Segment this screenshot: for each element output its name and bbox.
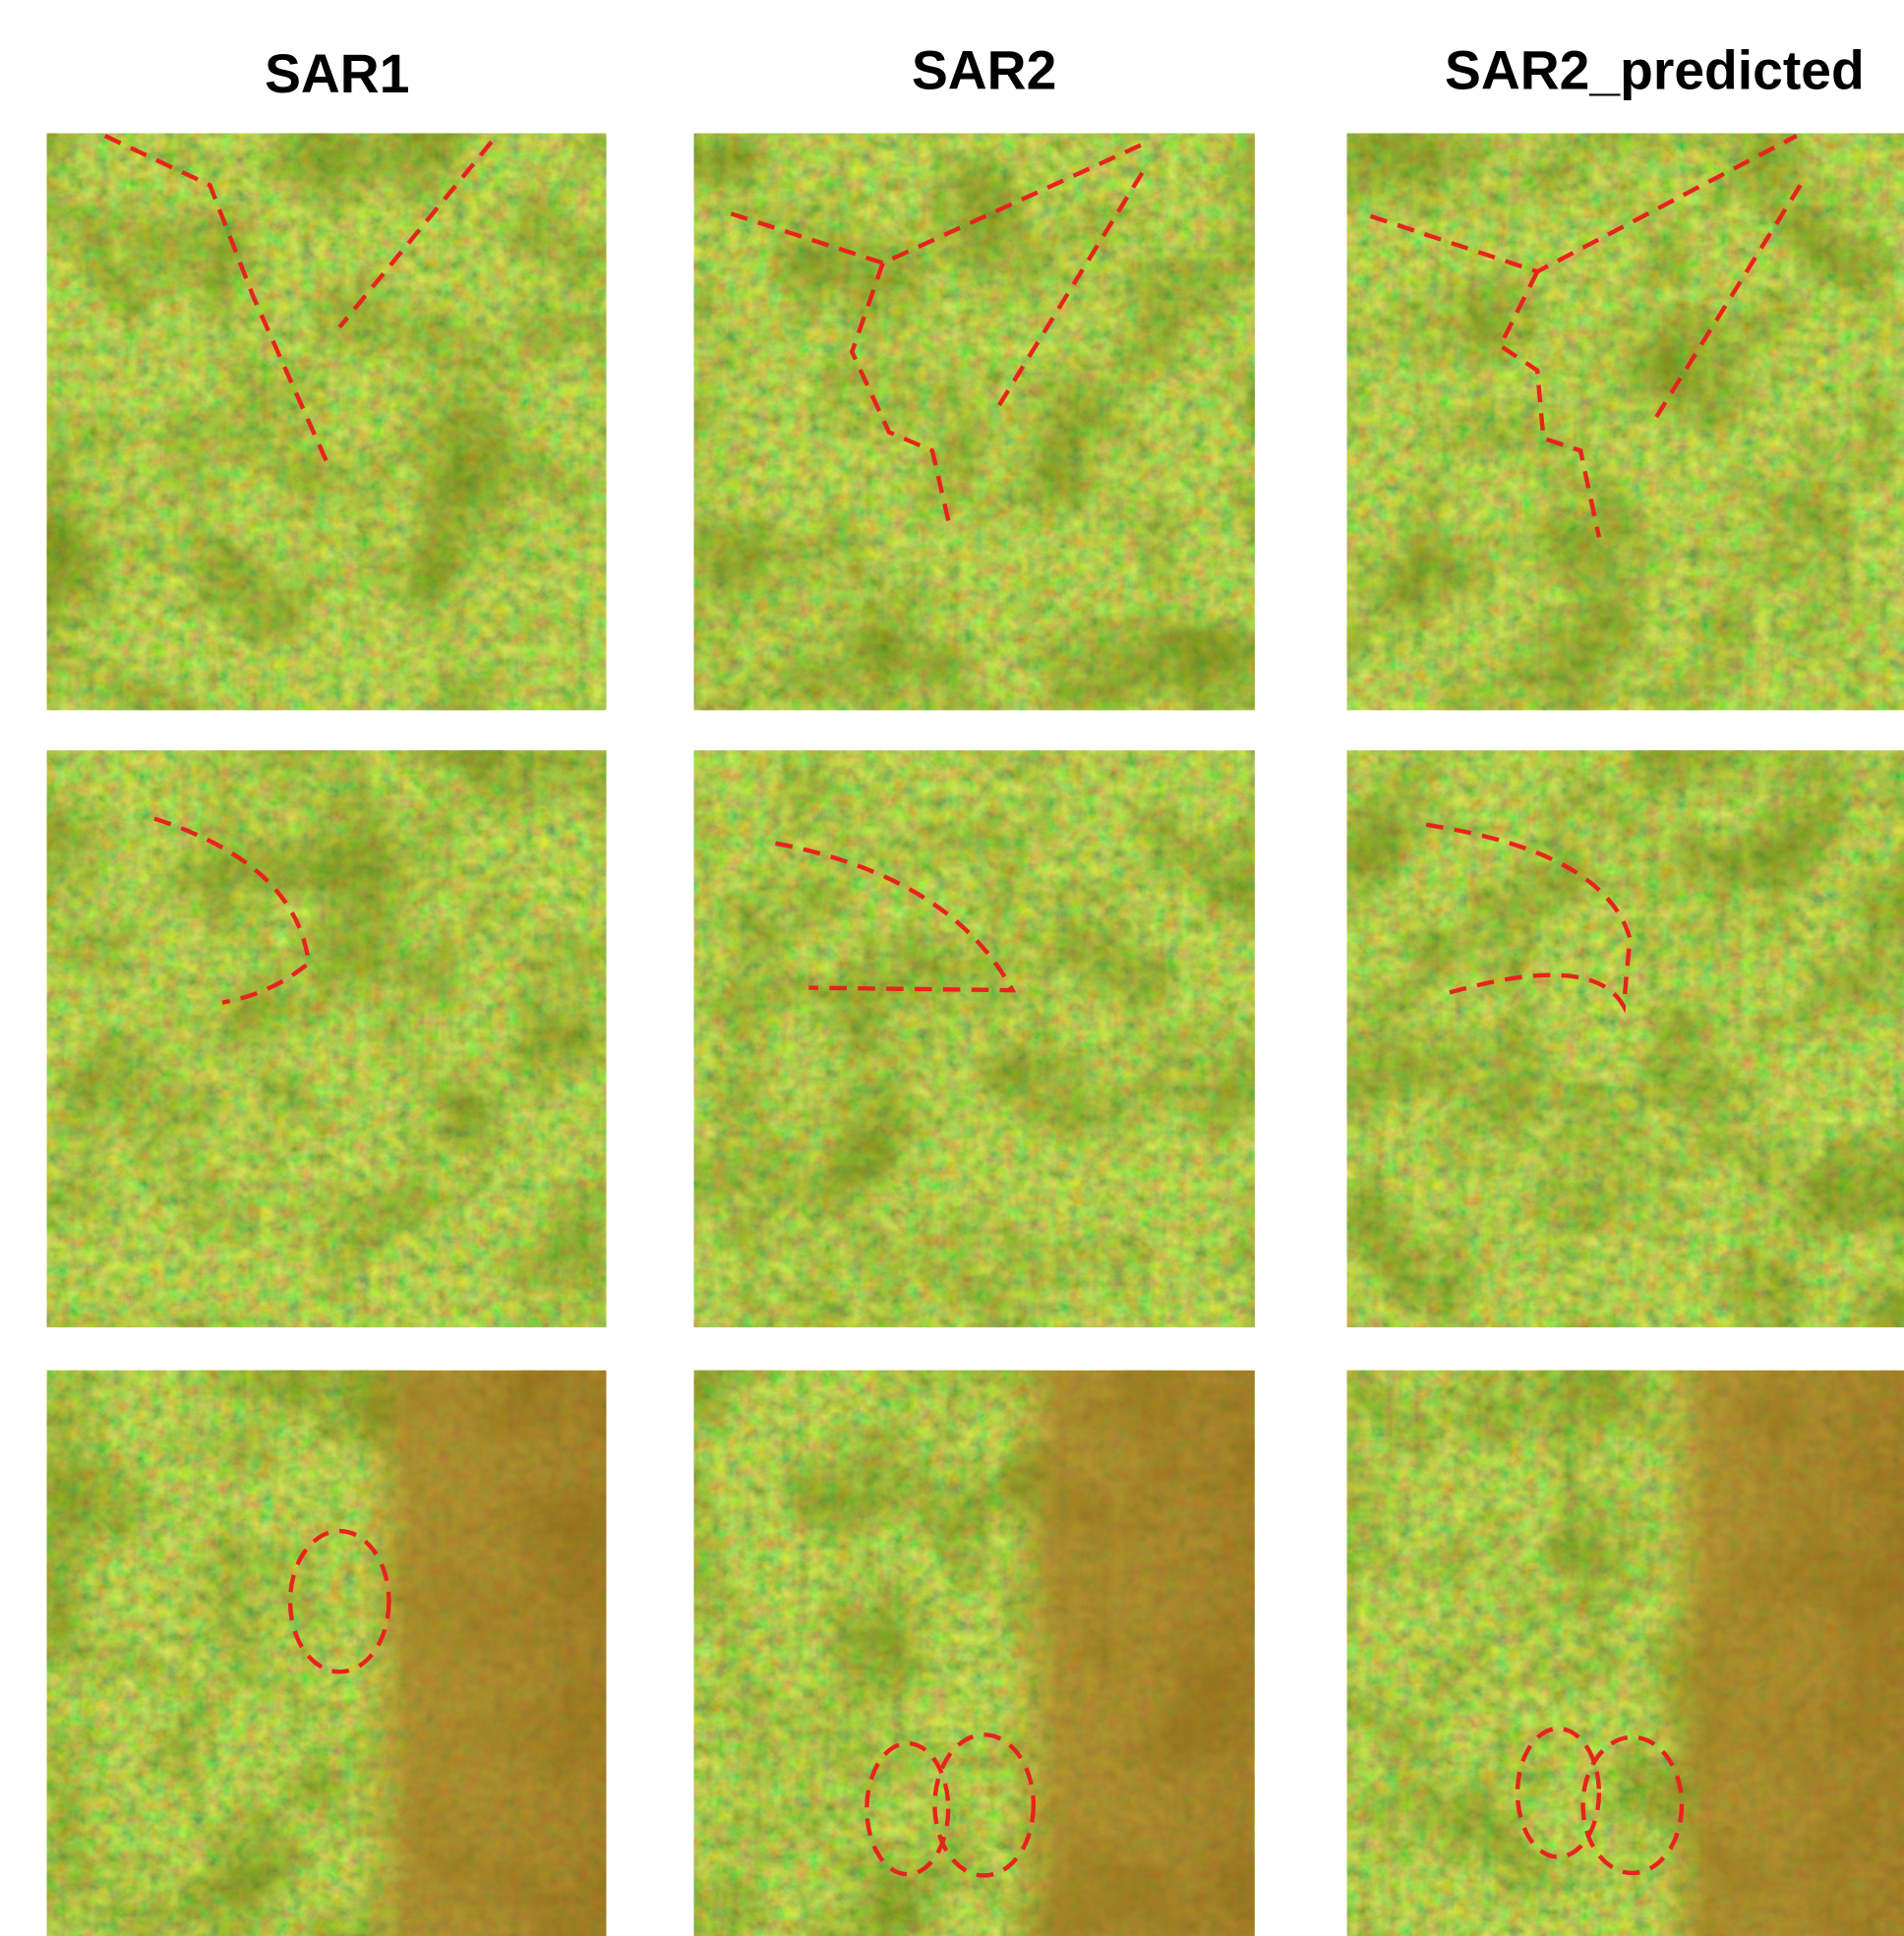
- image-panel-layer: [694, 1371, 1255, 1936]
- image-panel-layer: [47, 1371, 607, 1936]
- image-panel-layer: [694, 750, 1255, 1326]
- page: {"columns": [{"title": "SAR1"}, {"title"…: [0, 0, 1904, 1936]
- image-panel-layer: [1347, 134, 1904, 710]
- column-title: SAR2: [912, 39, 1056, 100]
- image-panel-layer: [1347, 1371, 1904, 1936]
- column-title: SAR1: [265, 43, 409, 104]
- image-panel-layer: [47, 750, 607, 1326]
- figure: SAR1 SAR2 SAR2_predicted: [0, 0, 1904, 1936]
- image-panel-layer: [1347, 750, 1904, 1326]
- column-title: SAR2_predicted: [1445, 39, 1865, 100]
- image-panel-layer: [47, 134, 607, 710]
- image-grid: [47, 134, 1904, 1936]
